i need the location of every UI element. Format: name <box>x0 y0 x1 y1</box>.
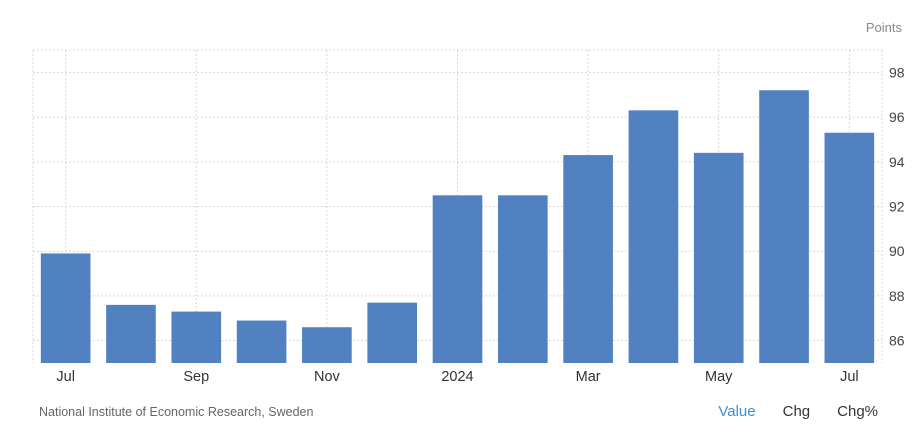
tab-value[interactable]: Value <box>718 403 756 420</box>
unit-label: Points <box>865 20 902 35</box>
y-tick-label: 94 <box>889 154 905 170</box>
x-tick-label: Jul <box>840 369 859 385</box>
bar-jul-2024[interactable] <box>824 132 875 363</box>
x-tick-label: Nov <box>314 369 341 385</box>
bar-dec-2023[interactable] <box>367 302 418 363</box>
bar-aug-2023[interactable] <box>106 304 156 363</box>
bar-jun-2024[interactable] <box>759 90 809 363</box>
y-tick-label: 86 <box>889 333 905 349</box>
x-tick-label: Jul <box>56 369 75 385</box>
x-tick-label: 2024 <box>441 369 473 385</box>
bar-jan-2024[interactable] <box>432 195 483 363</box>
bar-jul-2023[interactable] <box>40 253 91 363</box>
bar-feb-2024[interactable] <box>497 195 548 363</box>
y-tick-label: 92 <box>889 199 905 215</box>
y-tick-label: 96 <box>889 109 905 125</box>
bar-oct-2023[interactable] <box>236 320 287 363</box>
x-tick-label: Sep <box>183 369 209 385</box>
y-tick-label: 88 <box>889 288 905 304</box>
source-label: National Institute of Economic Research,… <box>39 405 314 419</box>
bar-apr-2024[interactable] <box>628 110 679 363</box>
x-tick-label: Mar <box>576 369 601 385</box>
view-tabs: Value Chg Chg% <box>691 403 878 420</box>
bar-may-2024[interactable] <box>693 152 744 363</box>
y-tick-label: 90 <box>889 243 905 259</box>
bar-mar-2024[interactable] <box>563 155 613 363</box>
y-tick-label: 98 <box>889 64 905 80</box>
tab-chg-percent[interactable]: Chg% <box>837 403 878 420</box>
bar-sep-2023[interactable] <box>171 311 222 363</box>
tab-chg[interactable]: Chg <box>782 403 811 420</box>
x-tick-label: May <box>705 369 733 385</box>
bar-nov-2023[interactable] <box>302 327 352 363</box>
